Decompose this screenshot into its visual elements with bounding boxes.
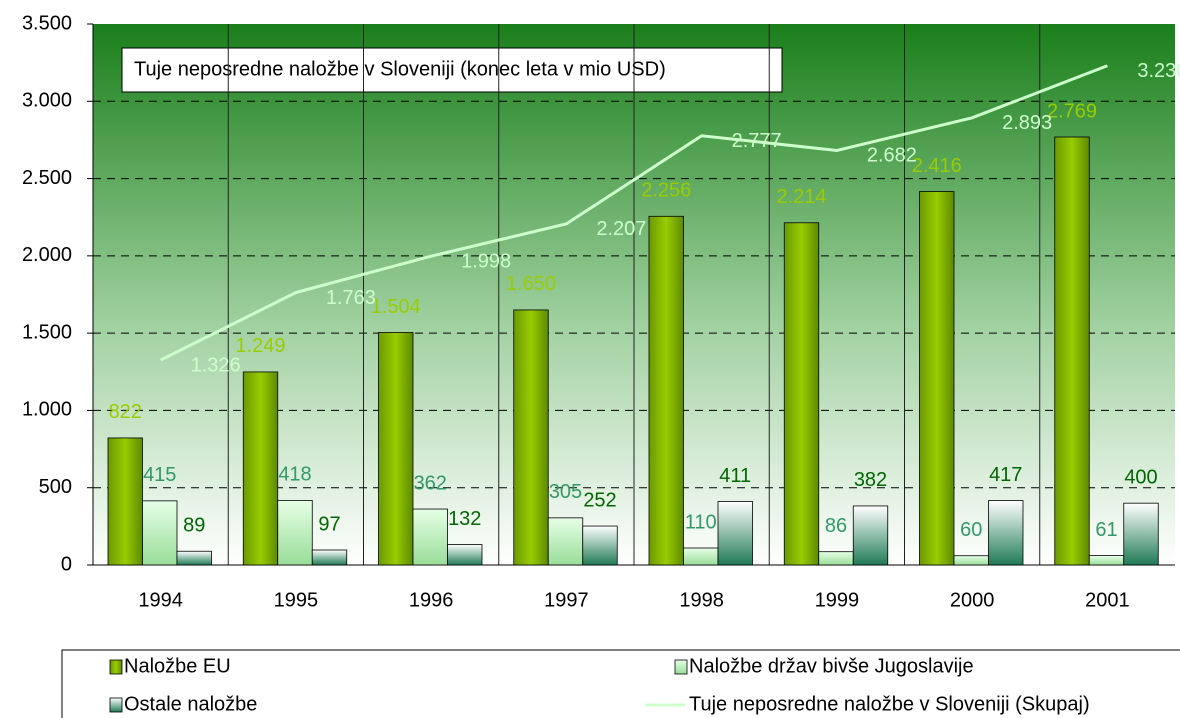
data-label: 400: [1124, 466, 1157, 488]
bar: [513, 309, 549, 566]
data-label: 2.769: [1047, 100, 1097, 122]
data-label: 362: [414, 472, 447, 494]
data-label: 1.249: [235, 335, 285, 357]
bar: [783, 222, 820, 566]
line-label: 1.763: [326, 287, 376, 309]
line-label: 2.207: [596, 218, 646, 240]
legend-label: Naložbe EU: [124, 655, 231, 677]
title-box: [121, 47, 783, 93]
bar: [547, 517, 584, 566]
legend-label: Tuje neposredne naložbe v Sloveniji (Sku…: [689, 693, 1090, 715]
legend-swatch: [109, 659, 123, 675]
y-tick-label: 2.500: [22, 167, 72, 189]
bar: [277, 499, 313, 566]
legend-box: [61, 649, 1180, 718]
bar: [142, 500, 178, 566]
y-tick-label: 3.000: [22, 90, 72, 112]
y-tick-label: 1.000: [22, 399, 72, 421]
legend-label: Naložbe držav bivše Jugoslavije: [689, 655, 974, 677]
data-label: 97: [318, 513, 340, 535]
y-tick-label: 2.000: [22, 244, 72, 266]
bar: [818, 551, 854, 566]
data-label: 61: [1095, 519, 1117, 541]
bar: [107, 437, 143, 566]
line-label: 1.326: [191, 354, 241, 376]
data-label: 411: [719, 465, 751, 487]
data-label: 822: [109, 401, 142, 423]
bar: [311, 549, 348, 566]
line: [159, 64, 1108, 362]
line-label: 3.230: [1137, 60, 1180, 82]
bar: [648, 215, 684, 566]
line-label: 2.682: [867, 145, 917, 167]
data-label: 2.256: [641, 180, 691, 202]
data-label: 2.214: [776, 186, 826, 208]
bar: [1054, 136, 1090, 566]
bar: [176, 550, 212, 566]
legend-label: Ostale naložbe: [124, 693, 257, 715]
bar: [717, 501, 753, 566]
data-label: 252: [583, 489, 616, 511]
data-label: 415: [143, 464, 176, 486]
x-tick-label: 1999: [815, 589, 860, 611]
bar: [242, 371, 279, 566]
bar: [582, 525, 618, 566]
data-label: 382: [854, 469, 887, 491]
line-label: 2.777: [732, 130, 782, 152]
x-tick-label: 2000: [950, 589, 995, 611]
bar: [683, 547, 719, 566]
legend-swatch: [109, 697, 123, 713]
y-tick-label: 1.500: [22, 321, 72, 343]
bar: [1123, 502, 1159, 566]
data-label: 132: [448, 508, 481, 530]
line-label: 2.893: [1002, 112, 1052, 134]
chart-title: Tuje neposredne naložbe v Sloveniji (kon…: [134, 58, 666, 80]
data-label: 1.504: [371, 296, 421, 318]
data-label: 305: [549, 481, 582, 503]
x-tick-label: 1997: [544, 589, 589, 611]
bar: [378, 332, 414, 566]
y-tick-label: 3.500: [22, 12, 72, 34]
bar: [919, 191, 955, 566]
legend-swatch: [674, 659, 688, 675]
data-label: 89: [183, 515, 205, 537]
bar: [447, 544, 483, 566]
line-label: 1.998: [461, 250, 511, 272]
bar: [953, 555, 989, 566]
x-tick-label: 1998: [679, 589, 724, 611]
data-label: 417: [989, 464, 1022, 486]
x-tick-label: 1994: [138, 589, 183, 611]
bar: [852, 505, 889, 566]
x-tick-label: 1996: [409, 589, 454, 611]
y-tick-label: 500: [39, 476, 72, 498]
data-label: 1.650: [506, 273, 556, 295]
bar: [1088, 555, 1125, 566]
y-tick-label: 0: [61, 553, 72, 575]
data-label: 418: [278, 464, 311, 486]
data-label: 2.416: [912, 155, 962, 177]
data-label: 110: [685, 511, 717, 533]
x-tick-label: 1995: [274, 589, 319, 611]
bar: [988, 500, 1024, 566]
data-label: 86: [825, 515, 847, 537]
data-label: 60: [960, 519, 982, 541]
x-tick-label: 2001: [1085, 589, 1130, 611]
bar: [412, 508, 448, 566]
